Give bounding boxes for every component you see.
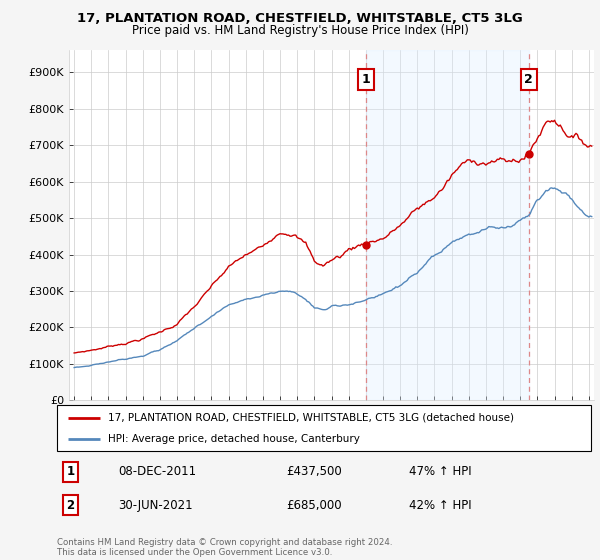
Text: 1: 1 bbox=[361, 73, 370, 86]
Text: 1: 1 bbox=[66, 465, 74, 478]
Text: 47% ↑ HPI: 47% ↑ HPI bbox=[409, 465, 472, 478]
Text: 17, PLANTATION ROAD, CHESTFIELD, WHITSTABLE, CT5 3LG: 17, PLANTATION ROAD, CHESTFIELD, WHITSTA… bbox=[77, 12, 523, 25]
Text: 42% ↑ HPI: 42% ↑ HPI bbox=[409, 498, 472, 511]
Text: £685,000: £685,000 bbox=[287, 498, 342, 511]
Text: 2: 2 bbox=[524, 73, 533, 86]
Text: HPI: Average price, detached house, Canterbury: HPI: Average price, detached house, Cant… bbox=[108, 435, 359, 444]
Text: 2: 2 bbox=[66, 498, 74, 511]
Text: Contains HM Land Registry data © Crown copyright and database right 2024.
This d: Contains HM Land Registry data © Crown c… bbox=[57, 538, 392, 557]
Text: Price paid vs. HM Land Registry's House Price Index (HPI): Price paid vs. HM Land Registry's House … bbox=[131, 24, 469, 37]
Text: 17, PLANTATION ROAD, CHESTFIELD, WHITSTABLE, CT5 3LG (detached house): 17, PLANTATION ROAD, CHESTFIELD, WHITSTA… bbox=[108, 413, 514, 423]
Bar bbox=[366, 50, 529, 400]
Text: 30-JUN-2021: 30-JUN-2021 bbox=[118, 498, 193, 511]
Text: 08-DEC-2011: 08-DEC-2011 bbox=[118, 465, 197, 478]
FancyBboxPatch shape bbox=[57, 405, 591, 451]
Text: £437,500: £437,500 bbox=[287, 465, 343, 478]
